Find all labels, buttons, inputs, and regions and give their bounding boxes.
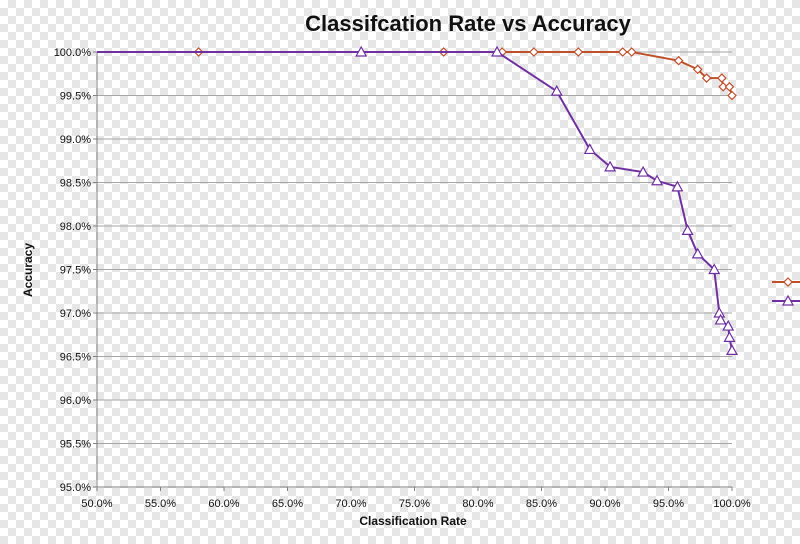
x-axis-label: Classification Rate xyxy=(359,514,467,528)
legend-marker xyxy=(783,277,793,287)
legend xyxy=(772,277,800,306)
x-tick-label: 100.0% xyxy=(713,498,751,510)
y-tick-label: 100.0% xyxy=(54,47,92,59)
chart-title: Classifcation Rate vs Accuracy xyxy=(305,11,631,36)
y-tick-label: 96.0% xyxy=(60,395,91,407)
x-tick-label: 60.0% xyxy=(208,498,239,510)
y-tick-label: 95.5% xyxy=(60,439,91,451)
series-2 xyxy=(97,45,739,356)
x-tick-label: 85.0% xyxy=(526,498,557,510)
data-point xyxy=(583,143,596,155)
x-tick-label: 55.0% xyxy=(145,498,176,510)
x-tick-label: 65.0% xyxy=(272,498,303,510)
data-point xyxy=(491,45,504,57)
data-point xyxy=(681,224,694,235)
data-point xyxy=(725,344,739,356)
data-point xyxy=(355,45,368,57)
data-point xyxy=(637,165,650,177)
data-point xyxy=(722,319,735,331)
x-tick-label: 90.0% xyxy=(589,498,620,510)
y-tick-label: 96.5% xyxy=(60,352,91,364)
y-tick-label: 98.0% xyxy=(60,221,91,233)
data-point xyxy=(708,263,721,275)
data-point xyxy=(716,73,727,83)
data-point xyxy=(617,47,628,57)
data-point xyxy=(550,84,563,96)
y-tick-label: 99.0% xyxy=(60,134,91,146)
x-tick-label: 95.0% xyxy=(653,498,684,510)
data-point xyxy=(673,55,684,66)
data-point xyxy=(573,47,584,57)
data-point xyxy=(651,174,664,186)
y-axis-label: Accuracy xyxy=(21,243,35,297)
data-point xyxy=(692,64,703,75)
data-point xyxy=(529,47,539,57)
gridlines xyxy=(97,51,732,488)
data-point xyxy=(691,247,704,259)
y-tick-label: 99.5% xyxy=(60,91,91,103)
data-point xyxy=(724,81,735,92)
data-point xyxy=(626,47,637,57)
x-tick-label: 50.0% xyxy=(81,498,112,510)
x-tick-label: 75.0% xyxy=(399,498,430,510)
data-point xyxy=(727,90,737,101)
x-tick-label: 80.0% xyxy=(462,498,493,510)
y-tick-labels: 95.0% 95.5% 96.0% 96.5% 97.0% 97.5% 98.0% 98.5%… xyxy=(54,47,92,494)
data-point xyxy=(671,180,684,192)
data-point xyxy=(701,73,712,83)
x-tick-labels: 50.0% 55.0% 60.0% 65.0% 70.0% 75.0% 80.0% 85.0%… xyxy=(81,498,750,510)
series-line xyxy=(97,51,733,96)
data-point xyxy=(723,331,736,342)
y-tick-label: 98.5% xyxy=(60,178,91,190)
data-point xyxy=(714,313,727,325)
legend-marker xyxy=(781,294,795,306)
data-point xyxy=(718,81,728,92)
y-tick-label: 97.5% xyxy=(60,265,91,277)
series-1 xyxy=(97,47,737,101)
data-point xyxy=(604,160,617,172)
x-tick-label: 70.0% xyxy=(335,498,366,510)
axes xyxy=(93,51,733,491)
y-tick-label: 95.0% xyxy=(60,482,91,494)
y-tick-label: 97.0% xyxy=(60,308,91,320)
series-group xyxy=(97,45,739,356)
series-line xyxy=(97,51,733,351)
